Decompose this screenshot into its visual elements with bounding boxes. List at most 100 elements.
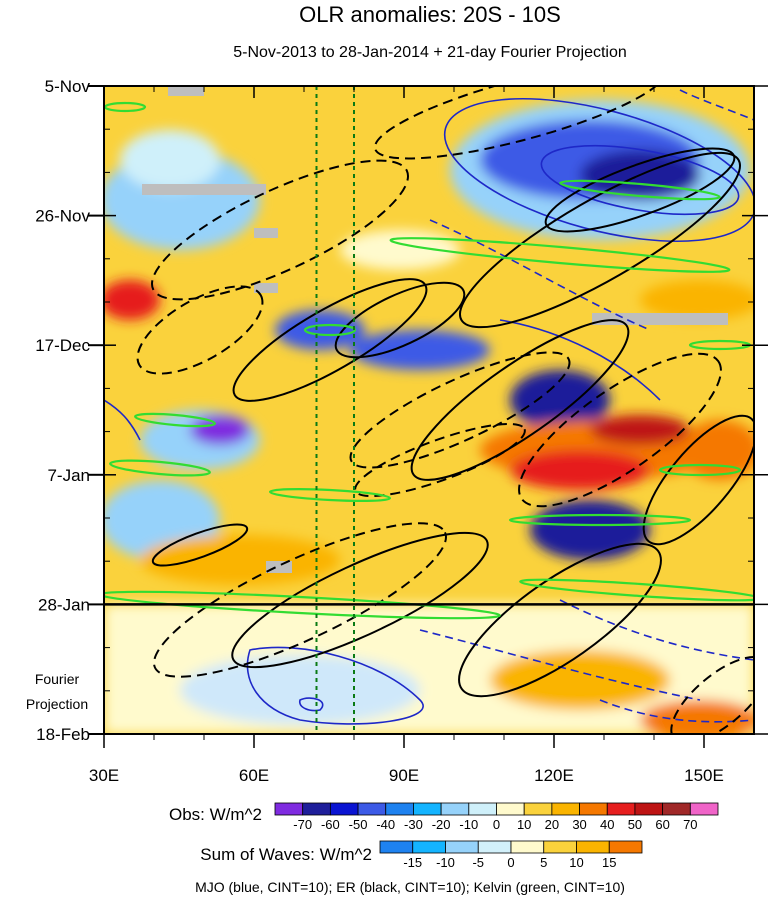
forecast-positive-anomaly <box>490 650 670 710</box>
forecast-positive-anomaly <box>640 700 754 734</box>
colorbar-swatch <box>496 802 525 816</box>
obs-patch <box>104 280 160 320</box>
colorbar-swatch <box>662 802 691 816</box>
colorbar-swatch <box>606 802 636 816</box>
chart-subtitle: 5-Nov-2013 to 28-Jan-2014 + 21-day Fouri… <box>233 44 627 61</box>
obs-patch <box>510 370 610 430</box>
colorbar-swatch <box>468 802 497 816</box>
missing-data-box <box>254 228 278 238</box>
er-contour <box>642 414 754 546</box>
y-tick-label: 7-Jan <box>47 466 90 485</box>
colorbar-swatch <box>440 802 470 816</box>
x-tick-label: 30E <box>89 766 119 785</box>
mjo-contour <box>443 97 754 243</box>
obs-patch <box>275 310 365 350</box>
er-contour <box>136 285 264 375</box>
colorbar-swatch <box>329 802 359 816</box>
missing-data-box <box>142 184 266 195</box>
kelvin-contour <box>134 412 216 428</box>
missing-data-box <box>592 313 728 325</box>
colorbar-swatch <box>543 840 577 854</box>
plot-frame <box>103 85 755 735</box>
obs-colorbar: -70 -60 -50 -40 -30 -20 -10 0 10 20 30 40 50 60 70 <box>274 802 719 832</box>
forecast-label-line-1: Fourier <box>35 671 80 687</box>
obs-colorbar-label: Obs: W/m^2 <box>169 805 262 824</box>
colorbar-swatch <box>608 840 643 854</box>
colorbar-swatch <box>576 840 610 854</box>
missing-data-box <box>254 283 278 293</box>
obs-patch <box>190 415 250 445</box>
colorbar-level-label: -10 <box>436 855 455 870</box>
chart-title: OLR anomalies: 20S - 10S <box>299 2 561 27</box>
colorbar-level-label: 0 <box>507 855 514 870</box>
colorbar-swatch <box>510 840 545 854</box>
colorbar-level-label: 0 <box>493 817 500 832</box>
colorbar-level-label: -5 <box>472 855 484 870</box>
kelvin-contour <box>559 179 721 201</box>
axes: 5-Nov 26-Nov 17-Dec 7-Jan 28-Jan 18-Feb … <box>35 77 768 785</box>
y-tick-label: 26-Nov <box>35 207 90 226</box>
colorbar-level-label: -40 <box>376 817 395 832</box>
mjo-contour <box>540 144 740 216</box>
obs-patch <box>140 535 340 585</box>
colorbar-level-label: -15 <box>403 855 422 870</box>
colorbar-level-label: 60 <box>655 817 669 832</box>
colorbar-level-label: -30 <box>404 817 423 832</box>
colorbar-level-label: 70 <box>683 817 697 832</box>
colorbar-swatch <box>413 802 442 816</box>
x-tick-label: 60E <box>239 766 269 785</box>
er-dashed-contours <box>136 86 754 734</box>
kelvin-contour <box>519 578 754 602</box>
forecast-negative-anomaly <box>180 655 420 725</box>
colorbar-swatch <box>634 802 664 816</box>
er-contour <box>459 151 741 329</box>
colorbar-level-label: 10 <box>517 817 531 832</box>
obs-patch <box>530 500 650 560</box>
kelvin-contour <box>109 459 211 477</box>
kelvin-contour <box>508 513 692 527</box>
er-contour <box>410 319 630 481</box>
colorbar-level-label: 20 <box>545 817 559 832</box>
colorbar-swatch <box>523 802 553 816</box>
obs-anomaly-field <box>104 100 754 734</box>
er-contour <box>231 531 489 669</box>
colorbar-level-label: -20 <box>432 817 451 832</box>
missing-data-box <box>168 86 204 96</box>
colorbar-swatch <box>385 802 414 816</box>
colorbar-swatch <box>551 802 580 816</box>
y-tick-label: 18-Feb <box>36 725 90 744</box>
missing-data-box <box>266 561 292 573</box>
colorbar-swatch <box>445 840 479 854</box>
kelvin-contour <box>389 237 731 273</box>
colorbar-level-label: 30 <box>572 817 586 832</box>
obs-patch <box>590 415 690 445</box>
y-tick-label: 5-Nov <box>45 77 91 96</box>
y-axis: 5-Nov 26-Nov 17-Dec 7-Jan 28-Jan 18-Feb <box>35 77 768 744</box>
colorbar-swatch <box>357 802 387 816</box>
er-contours <box>151 147 754 698</box>
colorbar-level-label: -60 <box>321 817 340 832</box>
x-tick-label: 150E <box>684 766 724 785</box>
colorbar-level-label: 10 <box>569 855 583 870</box>
er-contour <box>544 147 736 233</box>
obs-patch <box>120 130 220 190</box>
obs-patch <box>340 230 460 270</box>
mjo-contour <box>499 319 661 401</box>
colorbar-swatch <box>579 802 608 816</box>
obs-patch <box>510 450 650 490</box>
mjo-contour <box>419 629 701 701</box>
er-contour <box>518 352 722 508</box>
colorbar-level-label: 15 <box>602 855 616 870</box>
colorbar-level-label: -70 <box>293 817 312 832</box>
x-axis: 30E 60E 90E 120E 150E <box>89 86 724 785</box>
mjo-contour <box>246 646 424 725</box>
kelvin-contour <box>268 488 392 502</box>
colorbar-swatch <box>477 840 512 854</box>
obs-patch <box>640 280 754 320</box>
obs-patch <box>680 420 754 480</box>
er-contour <box>151 523 249 567</box>
colorbar-level-label: 5 <box>540 855 547 870</box>
contour-legend-footer: MJO (blue, CINT=10); ER (black, CINT=10)… <box>195 879 625 895</box>
colorbar-swatch <box>412 840 446 854</box>
